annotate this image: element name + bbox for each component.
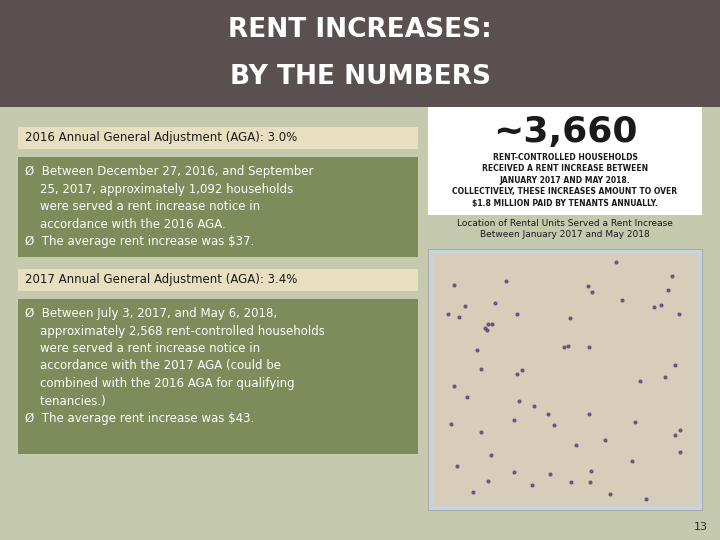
Point [604, 490, 616, 498]
Point [583, 410, 595, 418]
Point [449, 382, 460, 390]
Text: 13: 13 [694, 522, 708, 532]
Point [558, 342, 570, 351]
Point [512, 370, 523, 379]
Point [479, 324, 490, 333]
Polygon shape [433, 254, 697, 505]
Point [489, 299, 500, 308]
Point [513, 397, 525, 406]
Point [508, 468, 520, 476]
Point [500, 277, 512, 286]
Point [543, 409, 554, 418]
Point [453, 312, 464, 321]
Point [459, 302, 470, 310]
Point [449, 281, 460, 289]
FancyBboxPatch shape [18, 127, 418, 149]
Text: Ø  Between December 27, 2016, and September
    25, 2017, approximately 1,092 ho: Ø Between December 27, 2016, and Septemb… [25, 165, 313, 248]
Point [582, 282, 593, 291]
Point [517, 366, 528, 374]
Text: 2017 Annual General Adjustment (AGA): 3.4%: 2017 Annual General Adjustment (AGA): 3.… [25, 273, 297, 287]
Text: Location of Rental Units Served a Rent Increase
Between January 2017 and May 201: Location of Rental Units Served a Rent I… [457, 219, 673, 239]
Point [649, 302, 660, 311]
Point [526, 481, 538, 489]
Text: RENT INCREASES:: RENT INCREASES: [228, 17, 492, 43]
FancyBboxPatch shape [18, 269, 418, 291]
Point [584, 478, 595, 487]
FancyBboxPatch shape [18, 157, 418, 257]
Point [585, 467, 597, 476]
Point [467, 488, 479, 497]
Point [528, 402, 540, 410]
Point [669, 360, 680, 369]
Point [599, 436, 611, 444]
Point [583, 343, 595, 352]
Point [571, 441, 582, 449]
Point [482, 477, 494, 486]
Point [475, 428, 487, 437]
Point [472, 346, 483, 354]
Point [674, 448, 685, 456]
Point [634, 377, 646, 386]
Point [640, 494, 652, 503]
Point [544, 470, 556, 478]
FancyBboxPatch shape [428, 107, 702, 215]
Point [446, 420, 457, 429]
FancyBboxPatch shape [18, 299, 418, 454]
Point [610, 258, 621, 266]
FancyBboxPatch shape [0, 0, 720, 107]
Point [667, 272, 678, 280]
Point [564, 314, 576, 322]
Point [565, 478, 577, 487]
Point [656, 301, 667, 309]
Point [485, 451, 497, 460]
Point [673, 310, 685, 319]
Text: ~3,660: ~3,660 [492, 115, 637, 149]
Point [659, 373, 670, 382]
Point [549, 421, 560, 429]
Point [442, 309, 454, 318]
Point [626, 457, 638, 465]
Point [662, 286, 674, 294]
Point [451, 462, 463, 470]
FancyBboxPatch shape [428, 249, 702, 510]
Point [461, 393, 472, 401]
Point [511, 310, 523, 319]
Point [669, 430, 680, 439]
Point [629, 417, 640, 426]
Text: BY THE NUMBERS: BY THE NUMBERS [230, 64, 490, 90]
Text: RENT-CONTROLLED HOUSEHOLDS
RECEIVED A RENT INCREASE BETWEEN
JANUARY 2017 AND MAY: RENT-CONTROLLED HOUSEHOLDS RECEIVED A RE… [452, 153, 678, 208]
Point [563, 342, 575, 350]
Point [587, 288, 598, 296]
Point [475, 365, 487, 374]
Point [508, 416, 520, 424]
Point [616, 296, 627, 305]
Point [482, 320, 493, 329]
Point [486, 320, 498, 328]
Point [674, 426, 685, 435]
Text: 2016 Annual General Adjustment (AGA): 3.0%: 2016 Annual General Adjustment (AGA): 3.… [25, 132, 297, 145]
Text: Ø  Between July 3, 2017, and May 6, 2018,
    approximately 2,568 rent-controlle: Ø Between July 3, 2017, and May 6, 2018,… [25, 307, 325, 425]
Point [482, 325, 493, 334]
